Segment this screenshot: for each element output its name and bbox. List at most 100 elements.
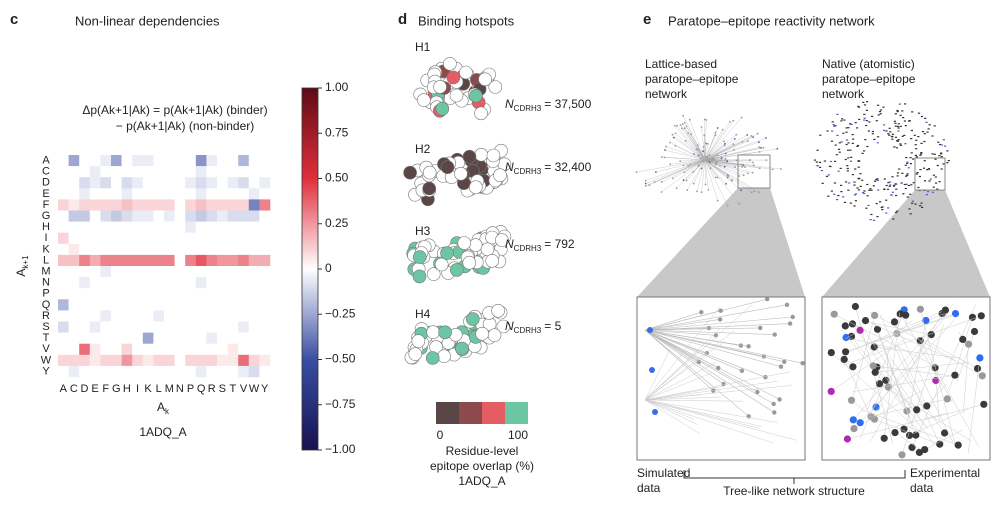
y-tick-label: H [42,221,50,233]
edge [894,432,921,450]
node [738,343,744,348]
heat-cell [111,188,122,200]
node [849,149,852,151]
edge [842,315,982,366]
heat-cell [100,310,112,322]
molecule [404,303,511,365]
edge [644,329,749,347]
count-symbol: N [505,237,514,251]
heat-cell [227,243,239,256]
node [726,204,729,207]
heat-cell [142,288,154,300]
count-symbol: N [505,319,514,333]
x-tick-label: H [123,383,131,395]
atom [435,101,450,116]
heat-cell [58,277,69,289]
edge [644,399,743,402]
edge [680,159,706,162]
heat-cell [79,288,91,300]
node [896,125,899,128]
label-base: A [157,400,165,414]
node [912,182,915,184]
heat-cell [153,365,165,378]
heat-cell [217,155,228,167]
edge [704,135,752,161]
edge [644,329,766,378]
edge [861,320,932,335]
heat-cell [68,277,80,289]
node [867,130,870,132]
y-tick-label: E [42,188,49,200]
heat-cell [195,332,207,344]
edge [644,329,774,405]
heat-cell [174,166,186,178]
heat-cell [227,221,239,233]
node [839,167,842,169]
edge [685,140,706,161]
heat-cell [185,365,197,378]
heat-cell [142,343,154,356]
node [763,375,768,380]
node [877,136,880,138]
equation: − p(Ak+1|Ak) (non-binder) [116,119,255,133]
heat-cell [132,243,144,256]
edge [675,145,706,161]
node [849,123,852,125]
heat-cell [206,243,218,256]
heat-cell [238,166,250,178]
heat-cell [174,232,186,245]
edge [704,141,748,161]
edge [704,159,760,193]
heat-cell [206,354,218,367]
node [856,419,864,427]
heat-cell [89,288,101,300]
heat-cell [238,321,250,333]
heat-cell [248,166,260,178]
edge [948,317,973,392]
node [882,376,890,384]
heat-cell [79,343,91,356]
node [904,103,907,105]
node [954,441,962,449]
node [915,156,918,158]
heat-cell [100,266,112,278]
heat-cell [206,188,218,200]
heat-cell [121,243,133,256]
edge [696,159,706,192]
heat-cell [195,277,207,289]
network-art [635,101,988,459]
heat-cell [79,243,91,256]
edge [934,367,940,421]
node [883,188,886,190]
x-tick-label: A [60,383,68,395]
heat-cell [238,332,250,344]
heat-cell [89,354,101,367]
node [895,211,898,214]
heat-cell [142,166,154,178]
node [895,188,898,190]
node [800,361,805,366]
heat-cell [121,221,133,233]
colorbar-tick-label: 1.00 [325,80,349,94]
edge [704,159,727,184]
heat-cell [153,321,165,333]
heat-cell [153,155,165,167]
node [891,133,894,135]
caption: data [910,481,934,495]
edge [704,159,740,204]
heat-cell [121,166,133,178]
heat-cell [248,199,260,211]
heat-cell [206,332,218,344]
heat-cell [217,288,228,300]
heat-cell [132,288,144,300]
node [845,143,848,146]
node [902,117,905,119]
node [836,134,839,136]
node [746,140,749,143]
node [787,321,793,326]
node [915,173,918,175]
edge [704,137,767,161]
node [663,156,666,159]
heat-cell [238,155,250,167]
edge [701,159,706,193]
